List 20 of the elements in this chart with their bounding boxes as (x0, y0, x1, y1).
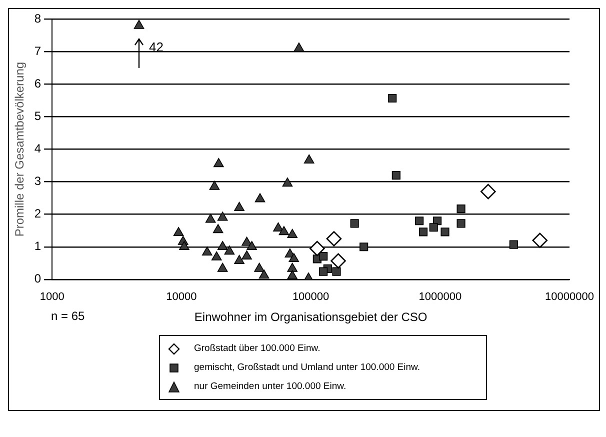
y-axis-title: Promille der Gesamtbevölkerung (12, 62, 27, 237)
y-tick-label: 0 (34, 272, 42, 286)
x-tick-label: 1000 (40, 291, 64, 304)
x-tick-label: 100000 (292, 291, 330, 304)
y-tick-label: 3 (34, 174, 42, 188)
x-tick-label: 10000 (166, 291, 197, 304)
y-tick-label: 5 (34, 109, 42, 124)
y-tick-label: 4 (34, 142, 42, 156)
y-tick-label: 6 (34, 76, 42, 91)
x-tick-label: 1000000 (418, 291, 462, 304)
x-axis-title: Einwohner im Organisationsgebiet der CSO (194, 310, 428, 324)
legend-label: nur Gemeinden unter 100.000 Einw. (194, 381, 346, 392)
x-tick-label: 10000000 (545, 291, 594, 304)
y-tick-label: 2 (34, 206, 42, 221)
legend-label: gemischt, Großstadt und Umland unter 100.000 Einw. (194, 362, 420, 373)
legend-label: Großstadt über 100.000 Einw. (194, 343, 320, 354)
y-tick-label: 8 (34, 12, 42, 26)
y-tick-label: 1 (34, 239, 42, 254)
text: n = 65 (51, 309, 85, 323)
y-tick-label: 7 (34, 44, 42, 58)
